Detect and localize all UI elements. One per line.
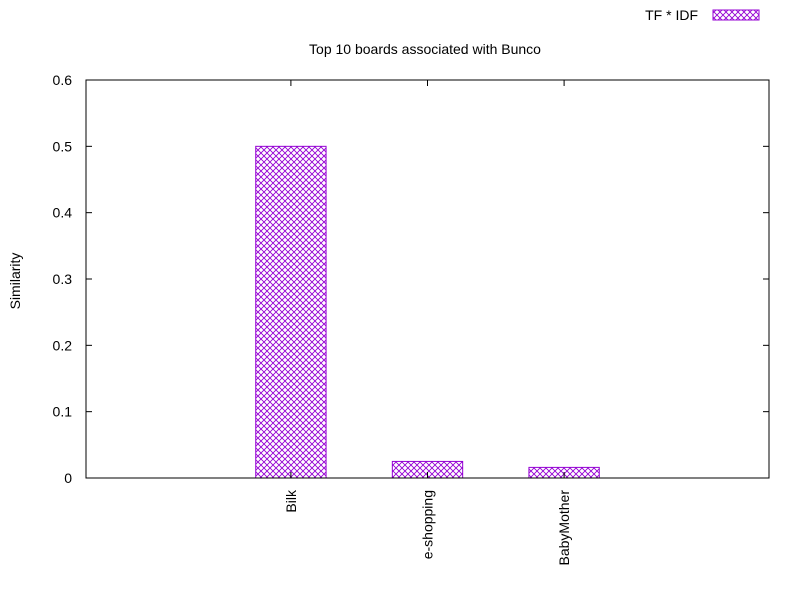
y-tick-label: 0.2: [53, 337, 73, 353]
x-tick-label: Bilk: [283, 489, 299, 513]
plot-area: 0 0.1 0.2 0.3 0.4 0.5 0.6 Bilk e-shopping BabyMot…: [53, 72, 769, 565]
y-tick-label: 0: [64, 470, 72, 486]
plot-frame: [85, 79, 770, 479]
bar: [255, 145, 327, 479]
legend-swatch: [712, 9, 760, 21]
legend: TF * IDF: [645, 7, 760, 23]
chart-title: Top 10 boards associated with Bunco: [309, 41, 541, 57]
y-tick-label: 0.3: [53, 271, 73, 287]
x-tick-label: BabyMother: [556, 490, 572, 566]
y-tick-label: 0.6: [53, 72, 73, 88]
y-tick-label: 0.1: [53, 404, 73, 420]
x-tick-label: e-shopping: [420, 490, 436, 559]
y-tick-label: 0.4: [53, 205, 73, 221]
y-tick-label: 0.5: [53, 138, 73, 154]
y-axis-label: Similarity: [7, 253, 23, 310]
legend-label: TF * IDF: [645, 7, 698, 23]
